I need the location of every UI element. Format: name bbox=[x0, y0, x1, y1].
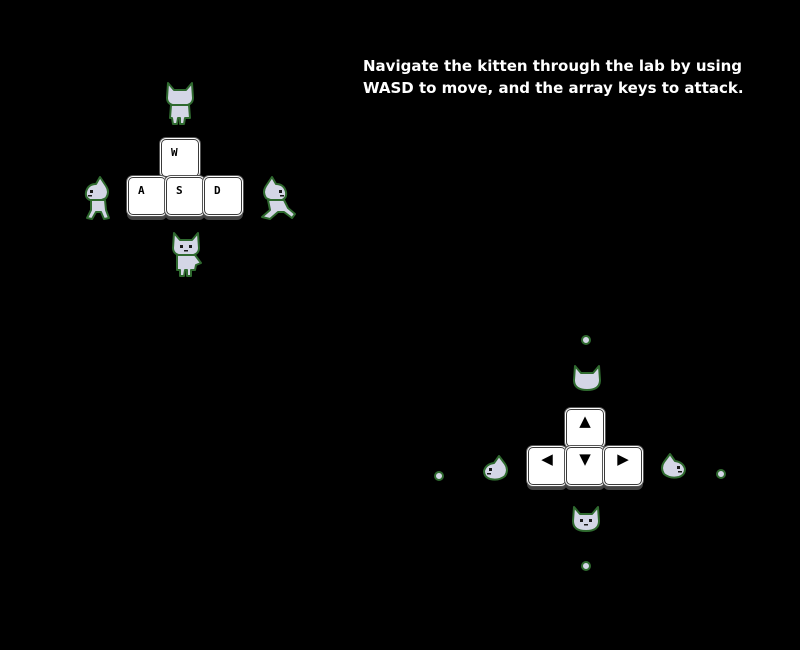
kitten-walk-left-sprite bbox=[84, 176, 110, 220]
kitten-walk-right-sprite bbox=[261, 176, 296, 220]
kitten-walk-up-sprite bbox=[166, 82, 194, 125]
projectile-right-dot bbox=[716, 469, 726, 479]
projectile-down-dot bbox=[581, 561, 591, 571]
key-arrow-down: ▼ bbox=[567, 448, 603, 484]
projectile-up-dot bbox=[581, 335, 591, 345]
key-arrow-up: ▲ bbox=[567, 410, 603, 446]
kitten-attack-up-sprite bbox=[573, 365, 601, 391]
key-s: S bbox=[167, 178, 203, 214]
instructions-line-1: Navigate the kitten through the lab by u… bbox=[363, 57, 743, 75]
arrow-up-icon: ▲ bbox=[579, 412, 591, 430]
key-s-label: S bbox=[176, 184, 183, 197]
key-arrow-left: ◀ bbox=[529, 448, 565, 484]
instructions-line-2: WASD to move, and the array keys to atta… bbox=[363, 79, 744, 97]
key-a: A bbox=[129, 178, 165, 214]
projectile-left-dot bbox=[434, 471, 444, 481]
instructions-text: Navigate the kitten through the lab by u… bbox=[363, 55, 763, 99]
kitten-walk-down-sprite bbox=[172, 232, 202, 277]
key-w-label: W bbox=[171, 146, 178, 159]
arrow-left-icon: ◀ bbox=[541, 450, 553, 468]
key-d-label: D bbox=[214, 184, 221, 197]
kitten-attack-down-sprite bbox=[572, 506, 600, 532]
key-arrow-right: ▶ bbox=[605, 448, 641, 484]
key-w: W bbox=[162, 140, 198, 176]
key-a-label: A bbox=[138, 184, 145, 197]
kitten-attack-right-sprite bbox=[661, 453, 686, 479]
arrow-right-icon: ▶ bbox=[617, 450, 629, 468]
kitten-attack-left-sprite bbox=[483, 455, 508, 481]
key-d: D bbox=[205, 178, 241, 214]
arrow-down-icon: ▼ bbox=[579, 450, 591, 468]
